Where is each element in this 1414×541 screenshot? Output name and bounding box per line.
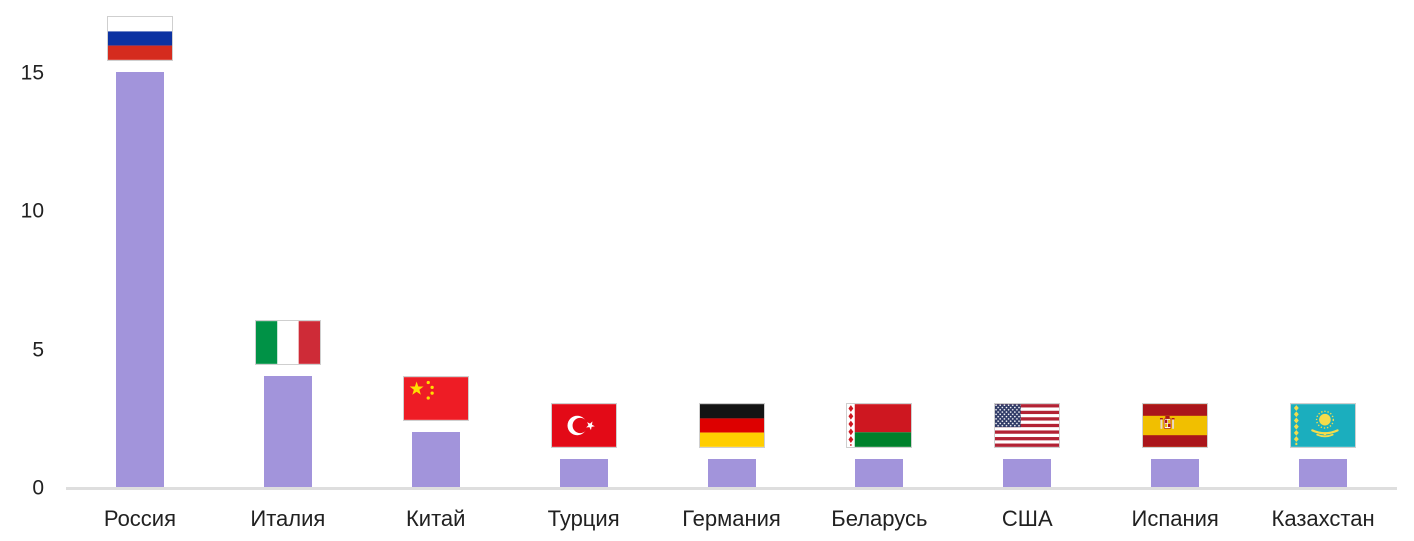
bar-column-china <box>362 0 510 487</box>
bar-turkey <box>559 459 608 487</box>
x-axis-label-belarus: Беларусь <box>831 506 928 531</box>
bar-column-usa <box>953 0 1101 487</box>
turkey-flag-icon <box>550 403 617 449</box>
x-axis-label-italy: Италия <box>250 506 326 531</box>
belarus-flag-icon <box>846 403 913 449</box>
bar-china <box>411 431 460 487</box>
china-flag-icon <box>402 375 469 421</box>
bar-italy <box>263 376 312 487</box>
x-axis-labels: Россия Италия Китай Турция Германия Беларусь С… <box>66 506 1397 532</box>
russia-flag-icon <box>106 15 173 61</box>
germany-flag-icon <box>698 403 765 449</box>
plot-area <box>66 0 1397 487</box>
x-axis-label-spain: Испания <box>1131 506 1219 531</box>
italy-flag-icon <box>254 320 321 366</box>
bar-column-turkey <box>510 0 658 487</box>
x-axis-line <box>66 487 1397 490</box>
spain-flag-icon <box>1142 403 1209 449</box>
bar-belarus <box>855 459 904 487</box>
usa-flag-icon <box>994 403 1061 449</box>
bar-column-spain <box>1101 0 1249 487</box>
x-axis-label-turkey: Турция <box>547 506 620 531</box>
x-axis-label-kazakhstan: Казахстан <box>1271 506 1375 531</box>
x-axis-label-russia: Россия <box>103 506 177 531</box>
y-axis: 0 5 10 15 <box>0 0 46 500</box>
bar-column-kazakhstan <box>1249 0 1397 487</box>
bar-usa <box>1003 459 1052 487</box>
bar-column-russia <box>66 0 214 487</box>
x-axis-label-usa: США <box>1001 506 1053 531</box>
y-tick-label: 0 <box>32 476 44 500</box>
bar-germany <box>707 459 756 487</box>
kazakhstan-flag-icon <box>1290 403 1357 449</box>
bar-column-belarus <box>805 0 953 487</box>
y-tick-label: 10 <box>20 199 44 223</box>
bar-kazakhstan <box>1299 459 1348 487</box>
bar-russia <box>115 71 164 487</box>
bar-spain <box>1151 459 1200 487</box>
y-tick-label: 15 <box>20 61 44 84</box>
x-axis-label-germany: Германия <box>682 506 781 531</box>
bar-column-italy <box>214 0 362 487</box>
y-tick-label: 5 <box>32 338 44 361</box>
x-axis-label-china: Китай <box>405 506 466 531</box>
bar-column-germany <box>658 0 806 487</box>
